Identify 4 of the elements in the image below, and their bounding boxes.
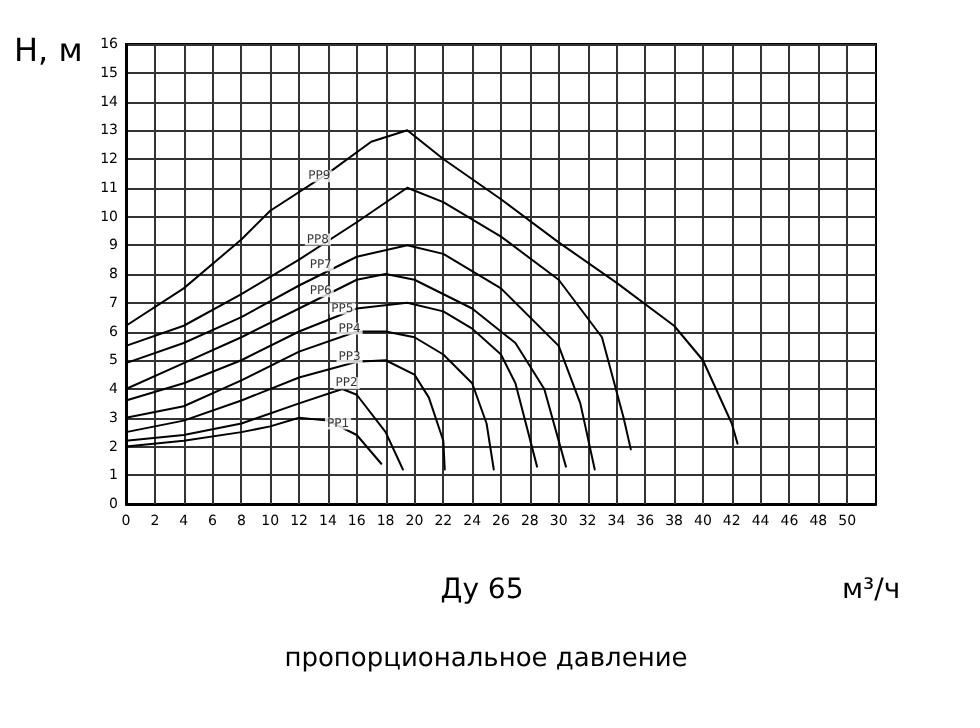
text: пропорциональное давление: [284, 644, 688, 674]
x-axis-title: м³/ч: [842, 574, 901, 606]
text: Ду 65: [440, 574, 524, 606]
y-axis-title: Н, м: [14, 31, 83, 69]
